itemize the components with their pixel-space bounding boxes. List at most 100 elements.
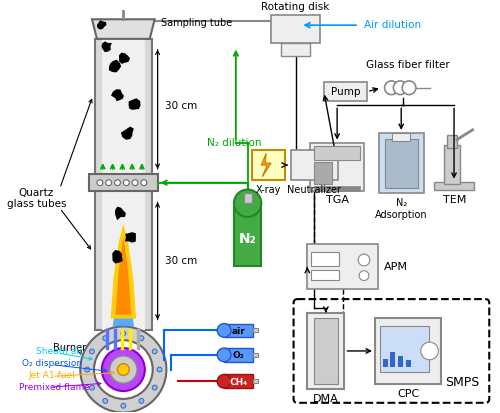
Bar bbox=[95, 192, 152, 330]
Bar bbox=[314, 318, 338, 384]
Circle shape bbox=[152, 385, 157, 390]
Bar bbox=[254, 353, 258, 357]
Text: 30 cm: 30 cm bbox=[166, 101, 198, 112]
Bar bbox=[271, 15, 320, 43]
Bar bbox=[406, 360, 411, 367]
Polygon shape bbox=[115, 206, 126, 220]
Circle shape bbox=[103, 336, 108, 341]
Polygon shape bbox=[92, 19, 154, 39]
Circle shape bbox=[80, 327, 166, 413]
Circle shape bbox=[132, 180, 138, 185]
Text: Premixed flame: Premixed flame bbox=[18, 383, 90, 392]
Circle shape bbox=[234, 190, 262, 217]
Bar bbox=[382, 359, 388, 367]
Bar bbox=[311, 270, 338, 280]
Circle shape bbox=[102, 348, 145, 391]
Polygon shape bbox=[112, 299, 134, 327]
Bar bbox=[234, 203, 262, 266]
Bar bbox=[398, 356, 403, 367]
Polygon shape bbox=[109, 59, 121, 72]
Bar bbox=[102, 192, 145, 330]
Bar bbox=[224, 375, 254, 388]
Bar bbox=[244, 193, 252, 203]
Bar bbox=[254, 328, 258, 332]
Text: APM: APM bbox=[384, 262, 407, 272]
Bar bbox=[324, 82, 367, 102]
Polygon shape bbox=[112, 250, 123, 263]
Polygon shape bbox=[128, 98, 140, 110]
Circle shape bbox=[139, 399, 144, 404]
Text: Quartz
glass tubes: Quartz glass tubes bbox=[6, 188, 66, 209]
Text: Sheath air: Sheath air bbox=[36, 347, 83, 356]
Circle shape bbox=[121, 331, 126, 336]
Bar bbox=[380, 325, 428, 373]
Bar bbox=[390, 352, 396, 367]
Bar bbox=[102, 39, 145, 174]
Bar bbox=[444, 145, 460, 184]
Polygon shape bbox=[262, 153, 271, 177]
Bar bbox=[252, 150, 285, 180]
Polygon shape bbox=[110, 224, 136, 319]
Bar bbox=[311, 252, 338, 266]
Bar bbox=[89, 174, 158, 192]
Text: 30 cm: 30 cm bbox=[166, 256, 198, 266]
Circle shape bbox=[421, 342, 438, 360]
Bar bbox=[314, 185, 360, 192]
Bar bbox=[254, 379, 258, 383]
Text: O₂ dispersion: O₂ dispersion bbox=[22, 359, 82, 368]
Bar bbox=[310, 142, 364, 192]
Bar bbox=[281, 43, 310, 57]
Text: Air dilution: Air dilution bbox=[364, 20, 421, 30]
Circle shape bbox=[384, 81, 398, 95]
Circle shape bbox=[402, 81, 416, 95]
Text: Pump: Pump bbox=[330, 87, 360, 97]
Bar bbox=[434, 182, 474, 190]
Text: X-ray: X-ray bbox=[256, 185, 281, 195]
Text: Sampling tube: Sampling tube bbox=[160, 18, 232, 28]
Text: Glass fiber filter: Glass fiber filter bbox=[366, 60, 450, 70]
Circle shape bbox=[103, 399, 108, 404]
Circle shape bbox=[84, 367, 89, 372]
Bar bbox=[378, 133, 424, 193]
Circle shape bbox=[358, 254, 370, 266]
Bar bbox=[224, 323, 254, 337]
Bar bbox=[384, 139, 418, 188]
Bar bbox=[375, 318, 442, 384]
Polygon shape bbox=[125, 232, 136, 242]
Text: CH₄: CH₄ bbox=[230, 378, 248, 387]
Polygon shape bbox=[116, 237, 131, 315]
Circle shape bbox=[152, 349, 157, 354]
Circle shape bbox=[157, 367, 162, 372]
Bar bbox=[314, 162, 332, 184]
Circle shape bbox=[141, 180, 147, 185]
Text: air: air bbox=[232, 327, 245, 336]
Text: TEM: TEM bbox=[444, 195, 466, 205]
Polygon shape bbox=[102, 41, 112, 52]
Circle shape bbox=[110, 356, 137, 383]
Polygon shape bbox=[111, 89, 124, 101]
Circle shape bbox=[359, 271, 369, 280]
Text: DMA: DMA bbox=[313, 394, 338, 404]
Text: SMPS: SMPS bbox=[445, 376, 480, 389]
Text: O₂: O₂ bbox=[233, 351, 244, 361]
Text: Neutralizer: Neutralizer bbox=[287, 185, 341, 195]
Bar bbox=[308, 244, 378, 290]
Bar bbox=[314, 147, 360, 160]
Bar bbox=[392, 133, 410, 140]
Circle shape bbox=[118, 364, 129, 375]
Circle shape bbox=[218, 348, 231, 362]
Bar bbox=[95, 39, 152, 174]
Circle shape bbox=[124, 180, 129, 185]
Circle shape bbox=[121, 404, 126, 408]
Text: Burner: Burner bbox=[53, 343, 86, 353]
Bar bbox=[308, 313, 344, 389]
Circle shape bbox=[218, 323, 231, 337]
Polygon shape bbox=[121, 126, 134, 140]
Bar bbox=[224, 348, 254, 362]
Circle shape bbox=[90, 349, 94, 354]
Circle shape bbox=[90, 385, 94, 390]
Polygon shape bbox=[97, 20, 106, 30]
Text: N₂: N₂ bbox=[239, 233, 256, 247]
Text: CPC: CPC bbox=[397, 389, 419, 399]
Text: Jet A1 fuel: Jet A1 fuel bbox=[28, 371, 75, 380]
